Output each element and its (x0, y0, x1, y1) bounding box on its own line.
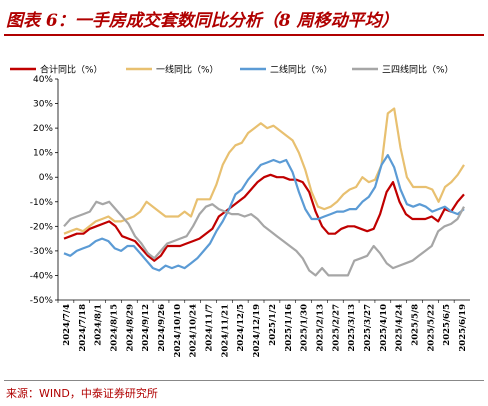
x-tick-label: 2025/2/13 (315, 304, 325, 352)
x-tick-label: 2025/3/13 (347, 304, 357, 352)
x-tick-label: 2024/7/18 (78, 304, 88, 352)
x-tick-label: 2025/2/27 (331, 304, 341, 352)
x-tick-label: 2025/3/27 (363, 304, 373, 352)
y-tick-label: -10% (30, 198, 54, 208)
x-axis: 2024/7/4 2024/7/18 2024/8/1 2024/8/15 2024/8… (57, 299, 470, 358)
x-tick-label: 2024/8/15 (109, 304, 119, 352)
series-line-1 (63, 107, 465, 235)
y-axis: 40% 30% 20% 10% 0% -10% -20% -30% -40% -50% (30, 75, 59, 306)
series-line-2 (63, 154, 465, 272)
x-tick-label: 2024/9/26 (157, 304, 167, 352)
x-tick-label: 2025/4/24 (395, 304, 405, 352)
chart-title: 图表 6：一手房成交套数同比分析（8 周移动平均） (6, 11, 399, 31)
title-rule (4, 34, 484, 36)
y-tick-label: 0% (39, 173, 54, 183)
x-tick-label: 2024/10/24 (189, 304, 199, 358)
legend-label-3: 三四线同比（%） (382, 64, 454, 76)
x-tick-label: 2025/1/2 (268, 304, 278, 346)
x-tick-label: 2024/11/21 (220, 304, 230, 358)
series-line-3 (63, 200, 465, 277)
line-chart: 40% 30% 20% 10% 0% -10% -20% -30% -40% -50% 2024/… (10, 64, 470, 358)
x-tick-label: 2025/1/16 (284, 304, 294, 352)
x-tick-label: 2024/8/29 (125, 304, 135, 352)
x-tick-label: 2025/5/8 (411, 304, 421, 346)
x-tick-label: 2024/10/10 (173, 304, 183, 358)
x-tick-label: 2024/11/7 (205, 304, 215, 352)
y-tick-label: 20% (33, 124, 53, 134)
x-tick-label: 2024/12/5 (236, 304, 246, 352)
x-tick-label: 2025/5/22 (426, 304, 436, 352)
x-tick-label: 2024/12/19 (252, 304, 262, 358)
x-tick-label: 2025/4/10 (379, 304, 389, 352)
x-tick-label: 2025/1/30 (300, 304, 310, 352)
x-tick-label: 2024/7/4 (62, 304, 72, 346)
y-tick-label: 30% (33, 100, 53, 110)
x-tick-label: 2024/9/12 (141, 304, 151, 352)
legend-label-0: 合计同比（%） (40, 64, 103, 76)
bottom-rule (4, 380, 484, 381)
y-tick-label: -20% (30, 222, 54, 232)
x-tick-label: 2025/6/19 (458, 304, 468, 352)
series-lines (63, 107, 465, 277)
y-tick-label: -30% (30, 247, 54, 257)
legend: 合计同比（%） 一线同比（%） 二线同比（%） 三四线同比（%） (10, 64, 454, 76)
y-tick-label: 10% (33, 149, 53, 159)
y-tick-label: 40% (33, 75, 53, 85)
legend-label-1: 一线同比（%） (156, 64, 219, 76)
y-tick-label: -40% (30, 271, 54, 281)
x-tick-label: 2024/8/1 (94, 304, 104, 346)
legend-label-2: 二线同比（%） (270, 64, 333, 76)
source-note: 来源：WIND，中泰证券研究所 (6, 387, 158, 400)
y-tick-label: -50% (30, 296, 54, 306)
series-line-0 (63, 173, 465, 262)
x-tick-label: 2025/6/5 (442, 304, 452, 346)
